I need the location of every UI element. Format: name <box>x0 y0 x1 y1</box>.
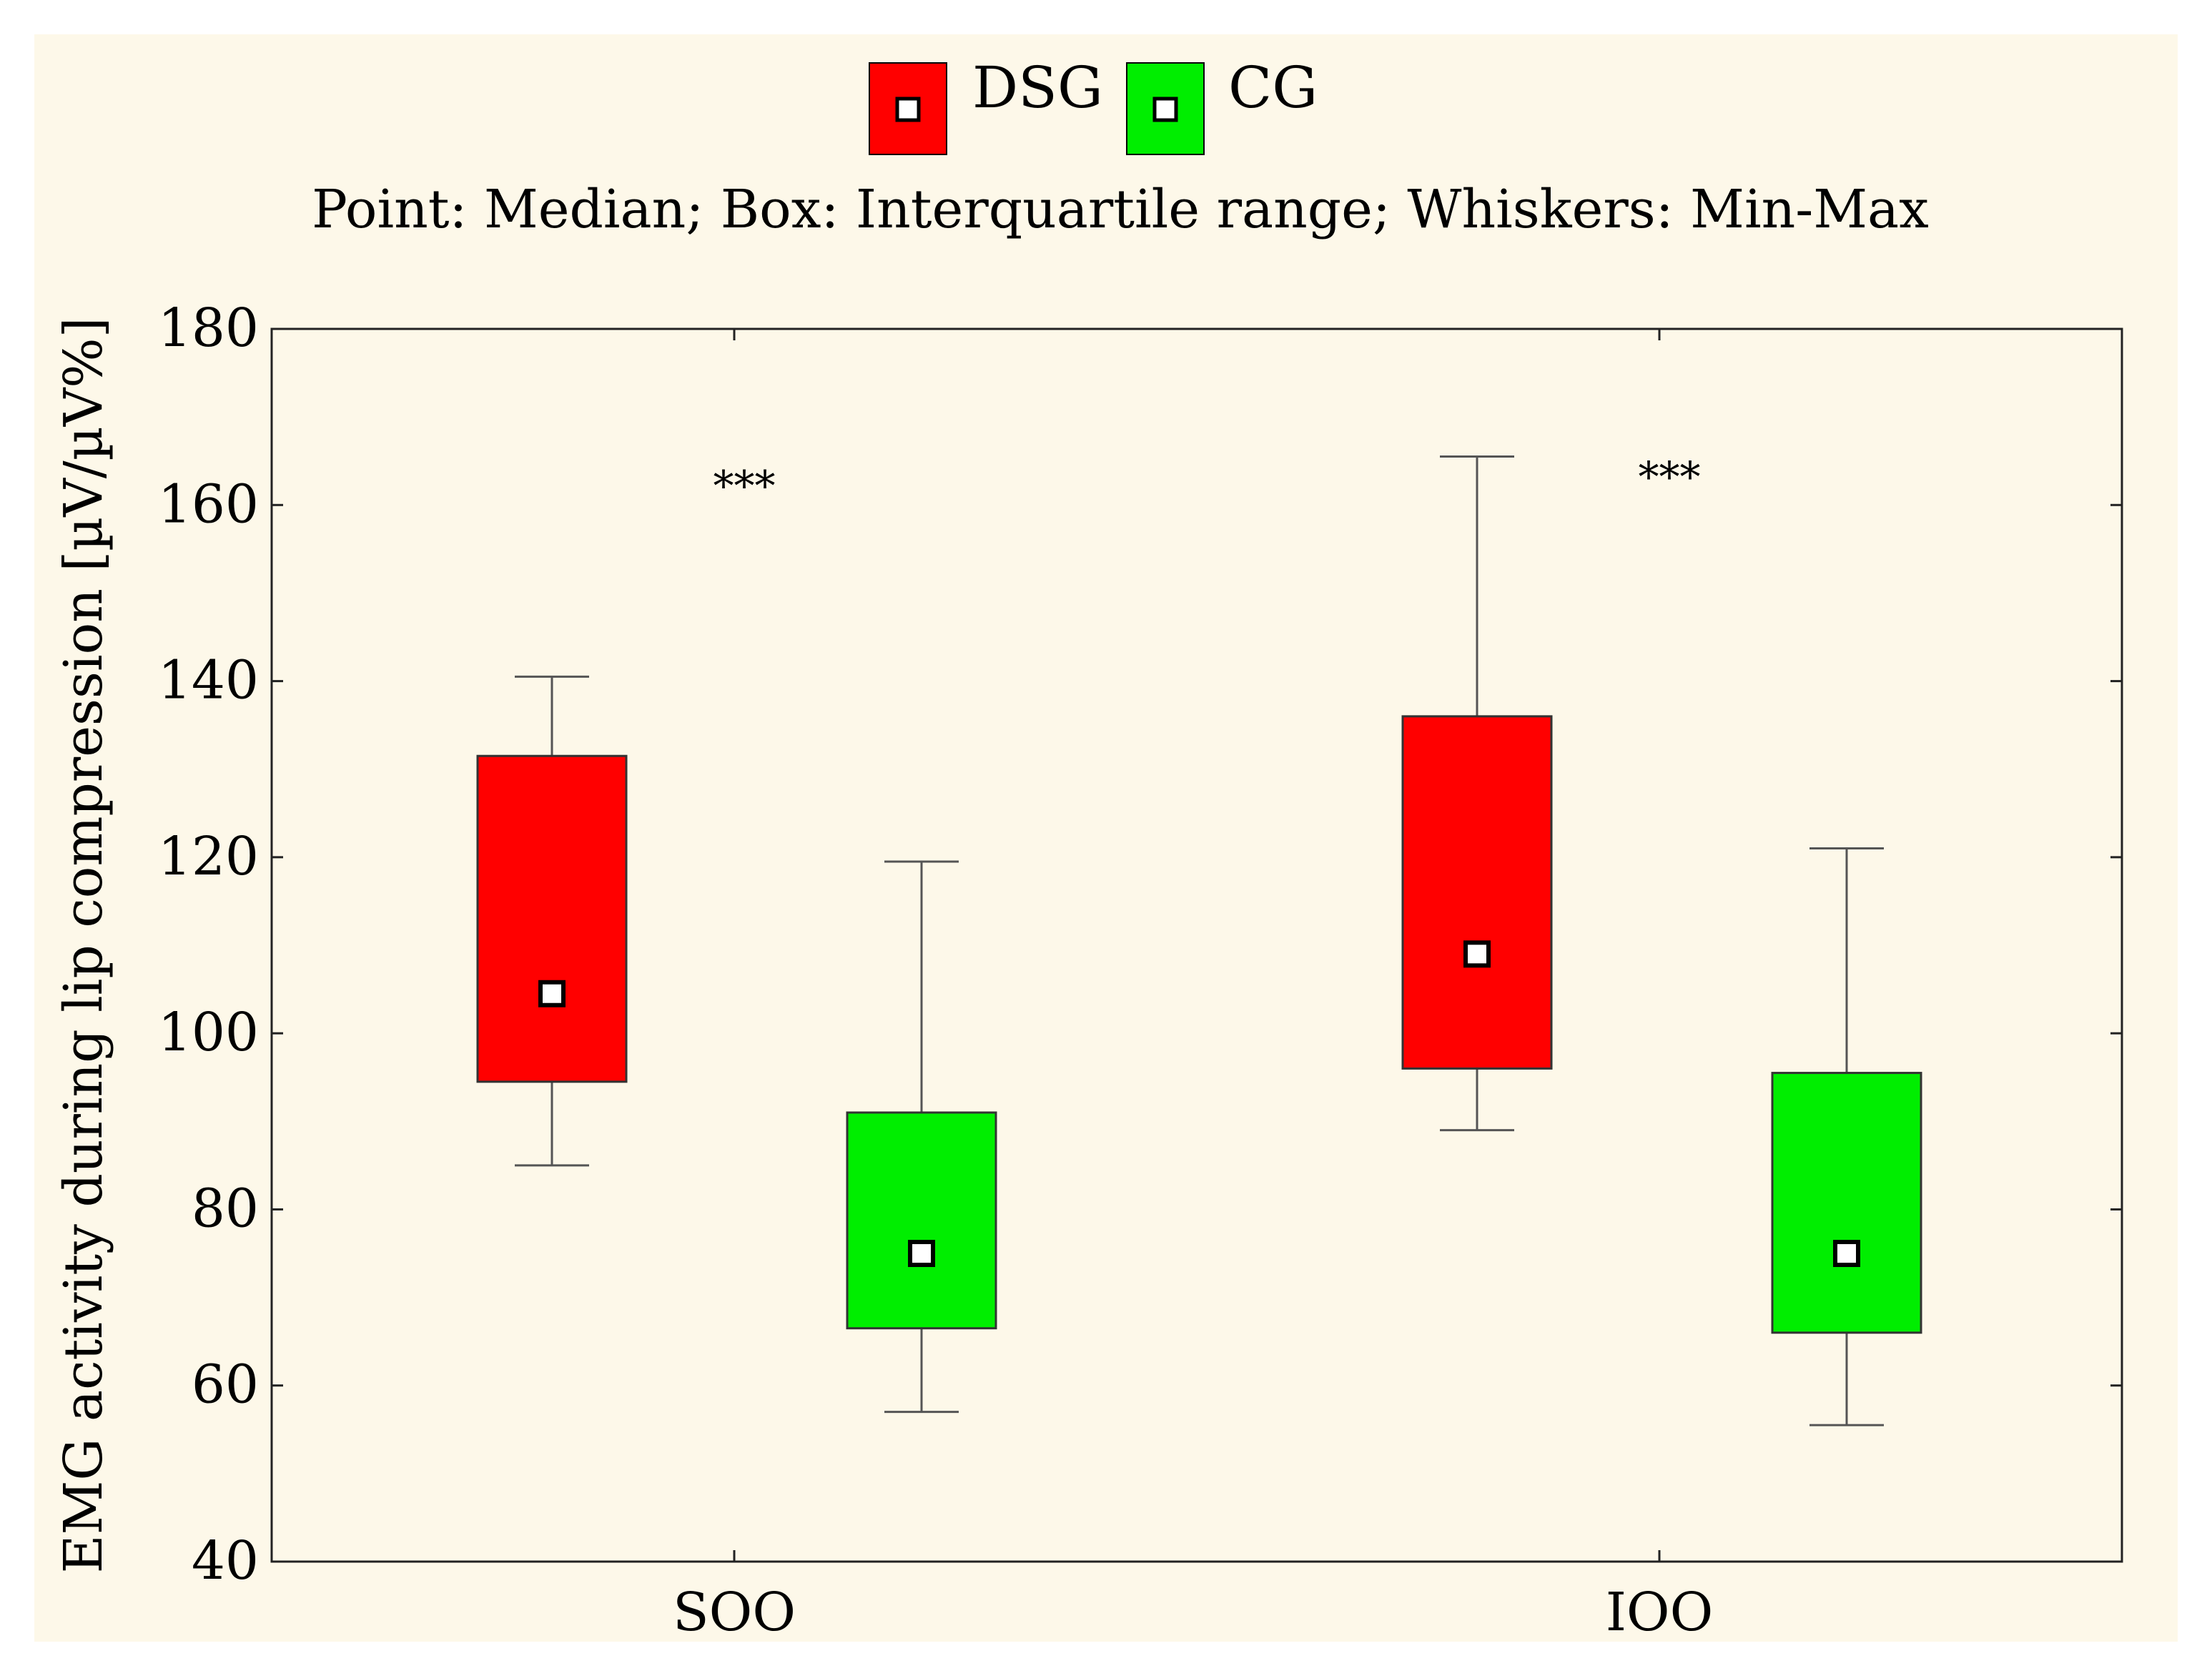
box-cg-ioo <box>1771 847 1922 1426</box>
legend-label-dsg: DSG <box>972 54 1103 121</box>
y-axis-label: EMG activity during lip compression [µV/… <box>53 317 114 1574</box>
median-marker <box>1833 1240 1860 1267</box>
box-dsg-ioo <box>1401 455 1553 1132</box>
chart-subtitle: Point: Median; Box: Interquartile range;… <box>312 179 1929 240</box>
y-tick-label: 60 <box>192 1354 259 1416</box>
significance-annotation: *** <box>1639 453 1701 501</box>
legend-label-cg: CG <box>1228 54 1318 121</box>
y-tick-label: 80 <box>192 1178 259 1239</box>
annotations: *** *** <box>714 453 1701 510</box>
y-tick-label: 180 <box>158 297 259 359</box>
iqr-box <box>1401 715 1553 1070</box>
median-marker <box>538 980 566 1007</box>
median-marker <box>908 1240 935 1267</box>
y-tick-label: 100 <box>158 1002 259 1063</box>
x-axis: SOO IOO <box>673 329 1713 1643</box>
x-tick-label: IOO <box>1606 1582 1714 1643</box>
chart-background <box>34 34 2178 1642</box>
box-cg-soo <box>846 860 997 1414</box>
boxes <box>476 455 1922 1426</box>
y-tick-label: 160 <box>158 473 259 535</box>
y-axis: 40 60 80 100 120 140 160 180 <box>158 297 2122 1592</box>
y-tick-label: 120 <box>158 826 259 887</box>
iqr-box <box>1771 1072 1922 1334</box>
significance-annotation: *** <box>714 461 776 510</box>
median-marker <box>1463 940 1491 968</box>
legend-marker-dsg <box>895 97 921 122</box>
iqr-box <box>846 1111 997 1330</box>
legend-marker-cg <box>1152 97 1178 122</box>
y-tick-label: 40 <box>192 1530 259 1592</box>
y-tick-label: 140 <box>158 650 259 711</box>
legend: DSG CG <box>869 54 1318 155</box>
plot-area <box>270 327 2123 1563</box>
box-dsg-soo <box>476 675 628 1167</box>
iqr-box <box>476 754 628 1083</box>
x-tick-label: SOO <box>673 1582 796 1643</box>
